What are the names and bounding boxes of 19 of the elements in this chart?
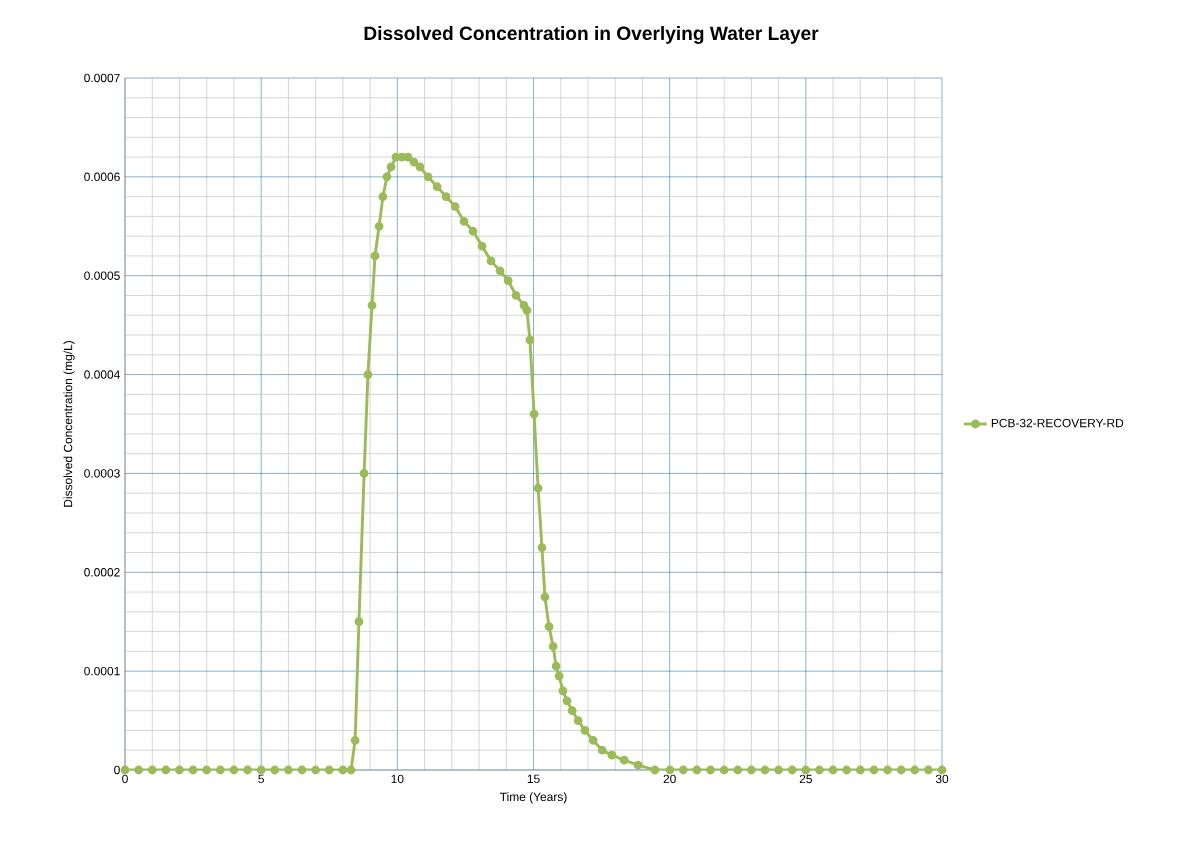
y-tick-label: 0.0005 — [84, 271, 120, 280]
x-tick-label: 5 — [258, 774, 264, 784]
x-tick-label: 0 — [122, 774, 128, 784]
y-tick-label: 0.0006 — [84, 172, 120, 182]
y-tick-label: 0.0007 — [84, 73, 120, 83]
legend-label: PCB-32-RECOVERY-RD — [991, 418, 1124, 428]
y-tick-label: 0.0004 — [84, 370, 120, 379]
y-tick-label: 0.0001 — [84, 666, 120, 676]
x-tick-label: 20 — [663, 774, 676, 784]
x-axis-title: Time (Years) — [500, 792, 567, 804]
y-axis-title: Dissolved Concentration (mg/L) — [63, 341, 75, 507]
y-tick-label: 0 — [114, 765, 120, 775]
x-tick-label: 10 — [391, 774, 404, 784]
y-tick-label: 0.0003 — [84, 469, 120, 478]
x-tick-label: 25 — [799, 774, 812, 784]
chart-title: Dissolved Concentration in Overlying Water Layer — [364, 26, 819, 44]
y-tick-label: 0.0002 — [84, 568, 120, 577]
x-tick-label: 30 — [935, 774, 949, 784]
x-tick-label: 15 — [527, 774, 540, 784]
